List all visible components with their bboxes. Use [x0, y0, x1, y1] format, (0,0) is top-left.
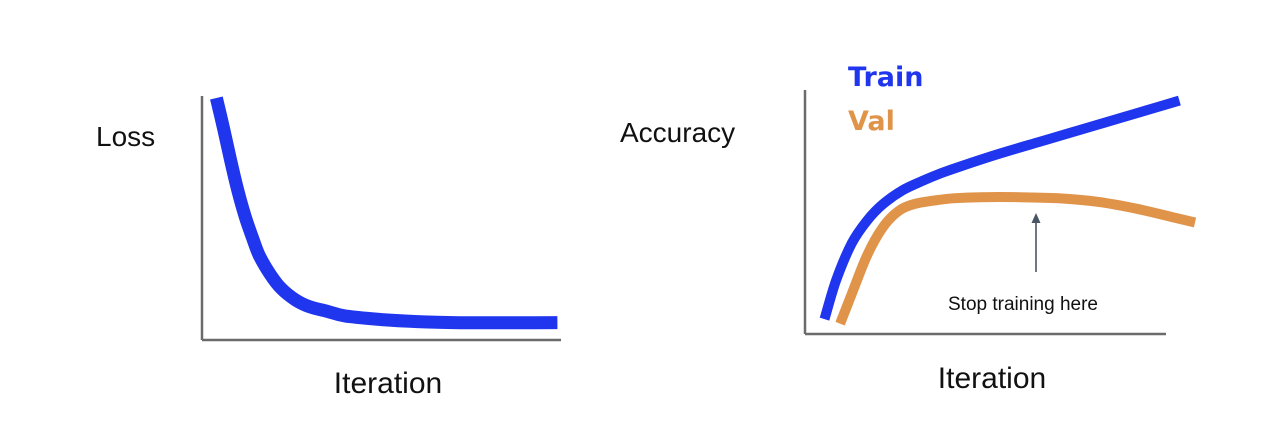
- legend-val: Val: [848, 106, 895, 137]
- accuracy-x-axis-label: Iteration: [938, 362, 1046, 395]
- val-line: [835, 192, 1197, 326]
- loss-series-group: [210, 96, 558, 330]
- legend-train: Train: [848, 62, 923, 93]
- loss-chart: Loss Iteration: [96, 96, 561, 400]
- train-line: [819, 95, 1181, 321]
- accuracy-series-group: [819, 95, 1197, 326]
- accuracy-chart: Accuracy Iteration Train Val Stop traini…: [620, 62, 1197, 395]
- stop-annotation-label: Stop training here: [948, 294, 1098, 315]
- loss-y-axis-label: Loss: [96, 121, 155, 152]
- loss-x-axis-label: Iteration: [334, 367, 442, 400]
- loss-line: [210, 96, 558, 330]
- stop-annotation-arrowhead: [1031, 213, 1041, 223]
- accuracy-y-axis-label: Accuracy: [620, 117, 735, 148]
